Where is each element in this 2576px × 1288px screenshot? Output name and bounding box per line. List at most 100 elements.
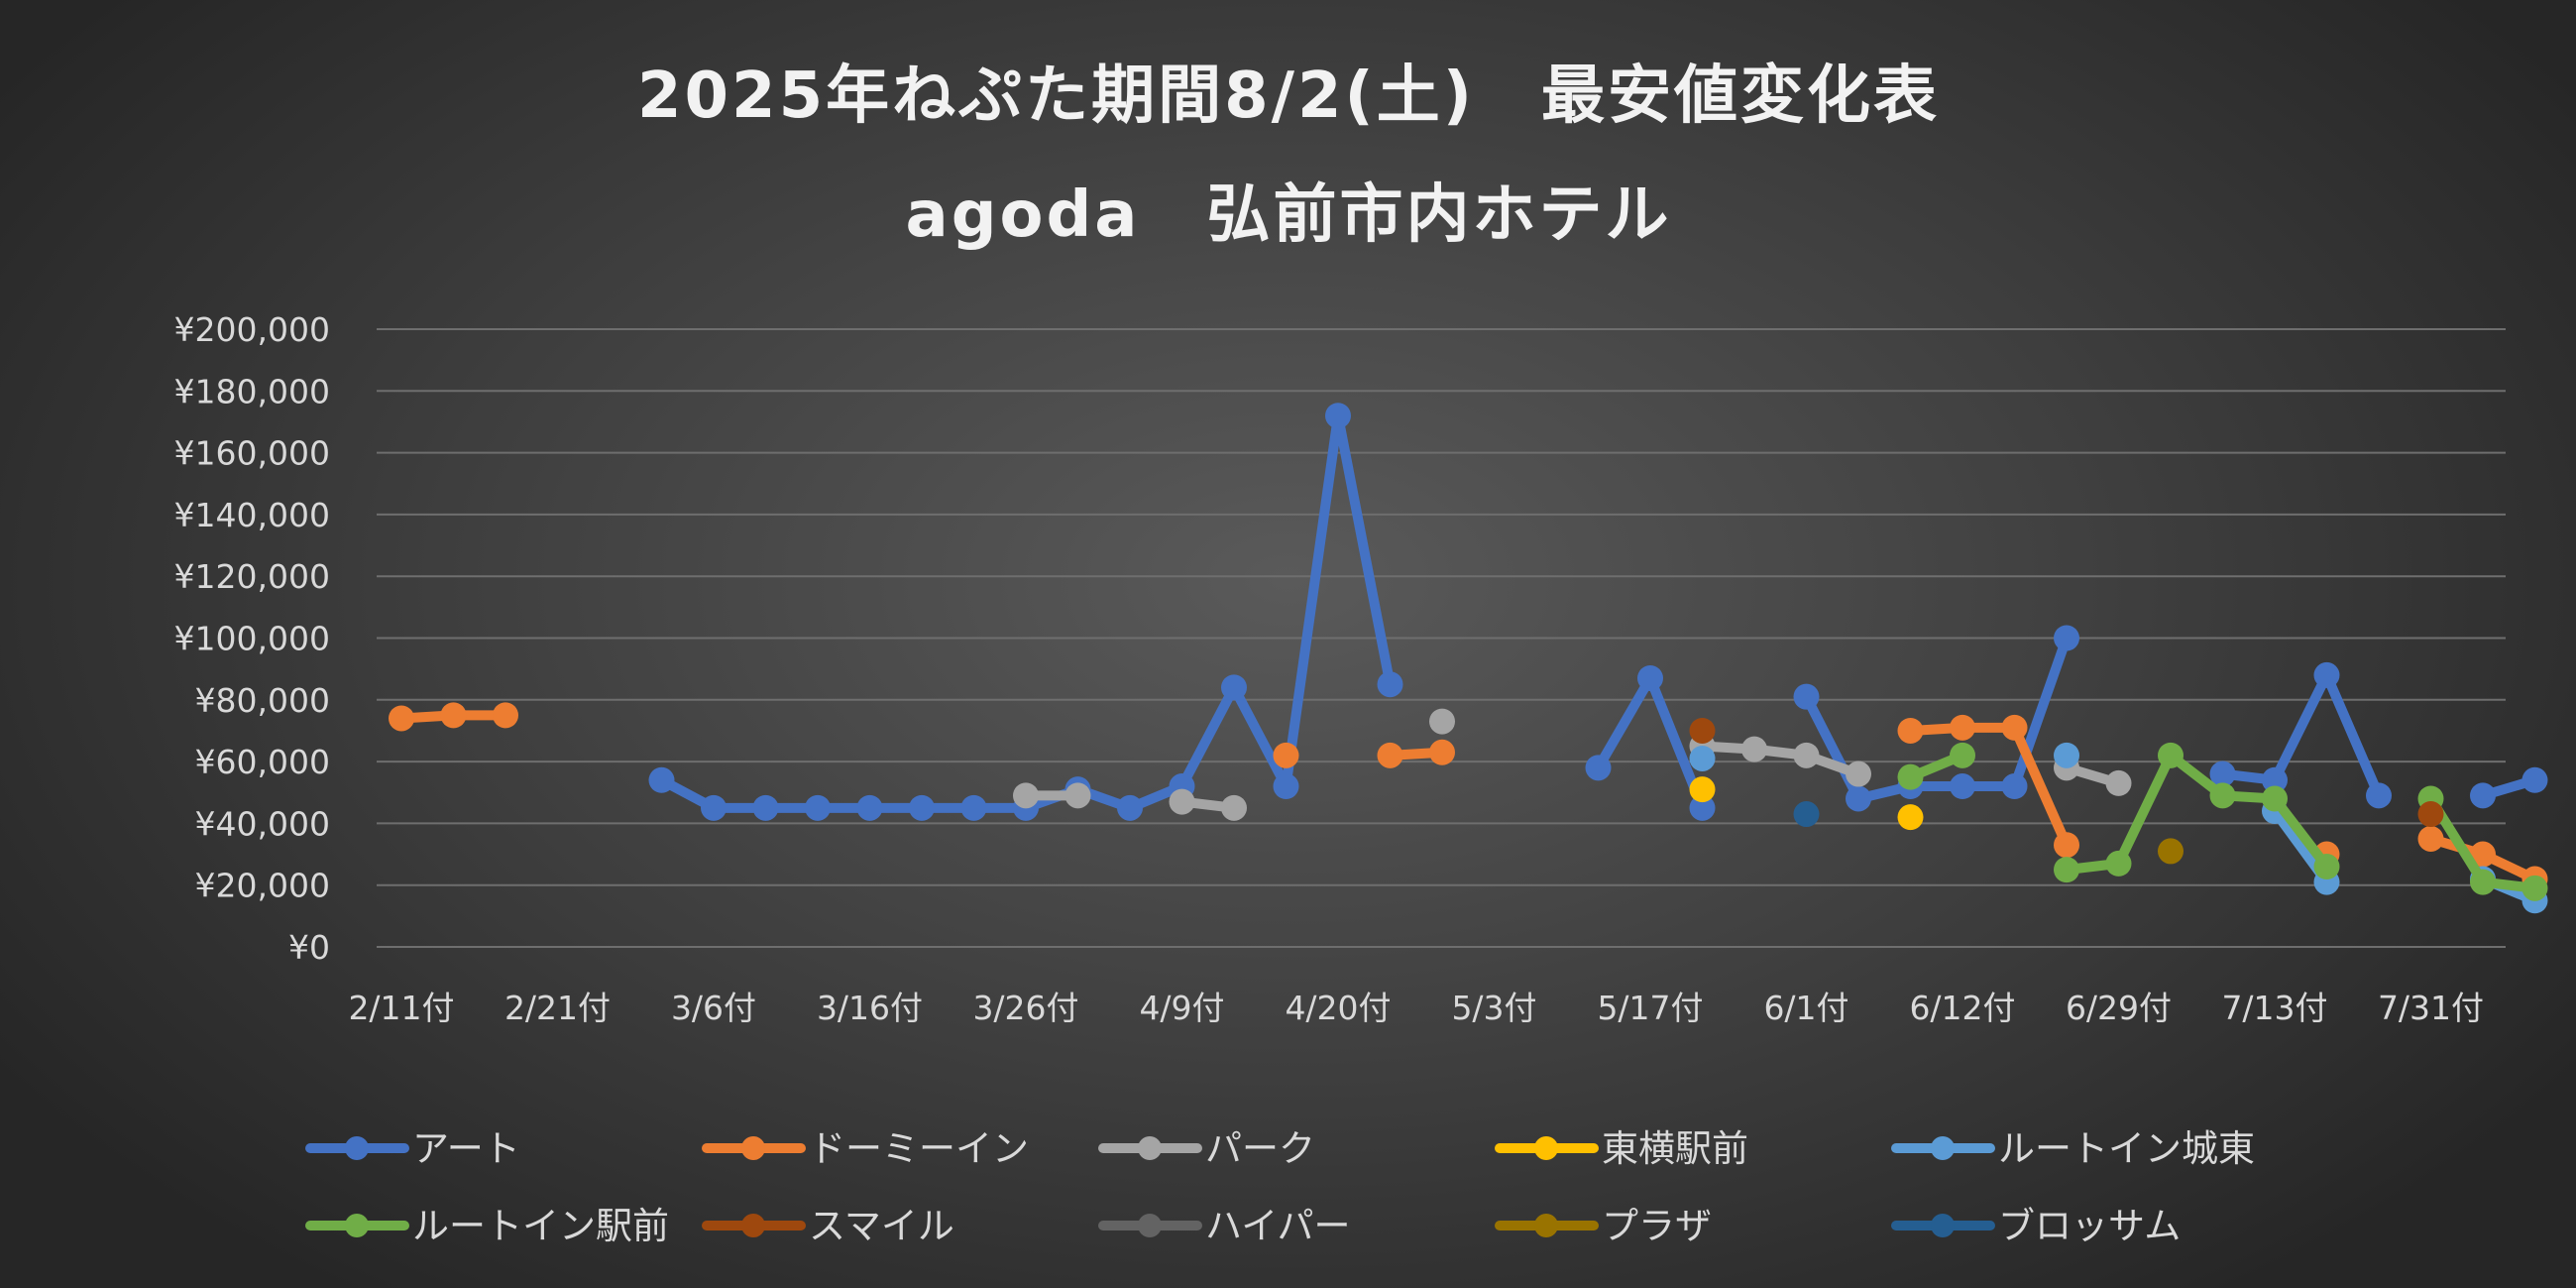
data-point [1897,804,1924,831]
legend-item: ルートイン駅前 [305,1205,669,1247]
data-point [2158,742,2184,768]
data-point [1377,671,1403,698]
series-1 [648,403,2548,821]
y-tick-label: ¥140,000 [174,496,330,534]
data-point [1273,742,1299,768]
data-point [1793,742,1820,768]
data-point [1064,782,1091,809]
data-point [1741,736,1767,762]
data-point [2054,742,2079,768]
series-9 [2158,838,2184,865]
legend-swatch-marker [1534,1214,1558,1237]
data-point [1897,763,1924,790]
data-point [1793,801,1820,828]
y-axis: ¥200,000 ¥180,000 ¥160,000 ¥140,000 ¥120,000… [174,310,330,967]
series-line [1905,722,2072,851]
y-tick-label: ¥160,000 [174,434,330,473]
data-point [2054,832,2079,859]
legend-item: パーク [1098,1127,1315,1170]
chart-subtitle: agoda 弘前市内ホテル [906,178,1672,252]
x-tick-label: 7/31付 [2378,989,2484,1027]
legend-swatch-marker [741,1214,765,1237]
data-point [648,766,675,793]
data-point [1793,683,1820,710]
y-tick-label: ¥120,000 [174,557,330,596]
data-point [2001,714,2028,741]
y-tick-label: ¥0 [288,928,330,967]
data-point [2417,825,2444,852]
data-point [1273,773,1299,800]
legend-label: パーク [1205,1127,1315,1170]
data-point [1637,664,1663,691]
x-tick-label: 3/26付 [972,989,1078,1027]
data-point [960,794,987,821]
data-point [1585,755,1612,781]
data-point [2262,766,2288,793]
data-point [1429,739,1455,765]
data-point [2054,625,2079,651]
series-line [1697,741,1863,779]
data-point [1950,714,1975,741]
x-tick-label: 6/29付 [2066,989,2172,1027]
y-tick-label: ¥100,000 [174,620,330,658]
data-point [2054,857,2079,883]
data-point [2158,838,2184,865]
legend-item: ルートイン城東 [1891,1127,2255,1170]
x-tick-label: 3/16付 [817,989,923,1027]
x-tick-label: 6/12付 [1909,989,2015,1027]
legend-label: ブロッサム [1998,1205,2181,1247]
x-axis: 2/11付 2/21付 3/6付 3/16付 3/26付 4/9付 4/20付 5/3付 5/1… [348,989,2484,1027]
data-point [1221,794,1247,821]
data-point [1689,794,1716,821]
x-tick-label: 4/9付 [1139,989,1224,1027]
data-point [2001,773,2028,800]
x-tick-label: 6/1付 [1763,989,1848,1027]
data-point [2209,782,2236,809]
data-point [701,794,727,821]
legend-item: ブロッサム [1891,1205,2181,1247]
x-tick-label: 4/20付 [1285,989,1391,1027]
data-point [2470,782,2496,809]
data-point [2417,801,2444,828]
series-7 [1689,717,2444,828]
data-point [440,702,467,729]
data-point [1950,742,1975,768]
data-point [2366,782,2392,809]
x-tick-label: 5/17付 [1597,989,1703,1027]
legend-swatch-marker [1931,1136,1955,1160]
chart-title: 2025年ねぷた期間8/2(土) 最安値変化表 [637,59,1940,133]
legend-label: ハイパー [1205,1205,1351,1247]
legend-swatch-marker [1138,1214,1162,1237]
data-point [1377,742,1403,768]
data-point [2262,785,2288,812]
data-point [1689,776,1716,803]
y-tick-label: ¥20,000 [195,867,330,905]
data-point [2521,766,2548,793]
series-10 [1793,801,1820,828]
legend-item: 東横駅前 [1495,1127,1748,1170]
legend-label: アート [412,1127,520,1170]
legend-swatch-marker [1534,1136,1558,1160]
x-tick-label: 2/21付 [504,989,611,1027]
legend-item: アート [305,1127,520,1170]
data-point [1846,785,1871,812]
legend-swatch-marker [345,1214,369,1237]
legend-label: 東横駅前 [1602,1127,1748,1170]
legend-item: ハイパー [1098,1205,1351,1247]
x-tick-label: 3/6付 [671,989,756,1027]
legend-swatch-marker [1138,1136,1162,1160]
data-point [1689,717,1716,744]
y-tick-label: ¥40,000 [195,804,330,843]
series-2 [389,702,2548,892]
legend-swatch-marker [345,1136,369,1160]
y-tick-label: ¥60,000 [195,743,330,781]
data-point [389,705,414,732]
legend-label: スマイル [809,1205,954,1247]
legend-label: ドーミーイン [809,1127,1029,1170]
legend-label: ルートイン駅前 [412,1205,669,1247]
data-point [493,702,518,729]
data-point [2313,854,2340,880]
gridlines [377,328,2506,948]
series-line [2217,669,2384,801]
